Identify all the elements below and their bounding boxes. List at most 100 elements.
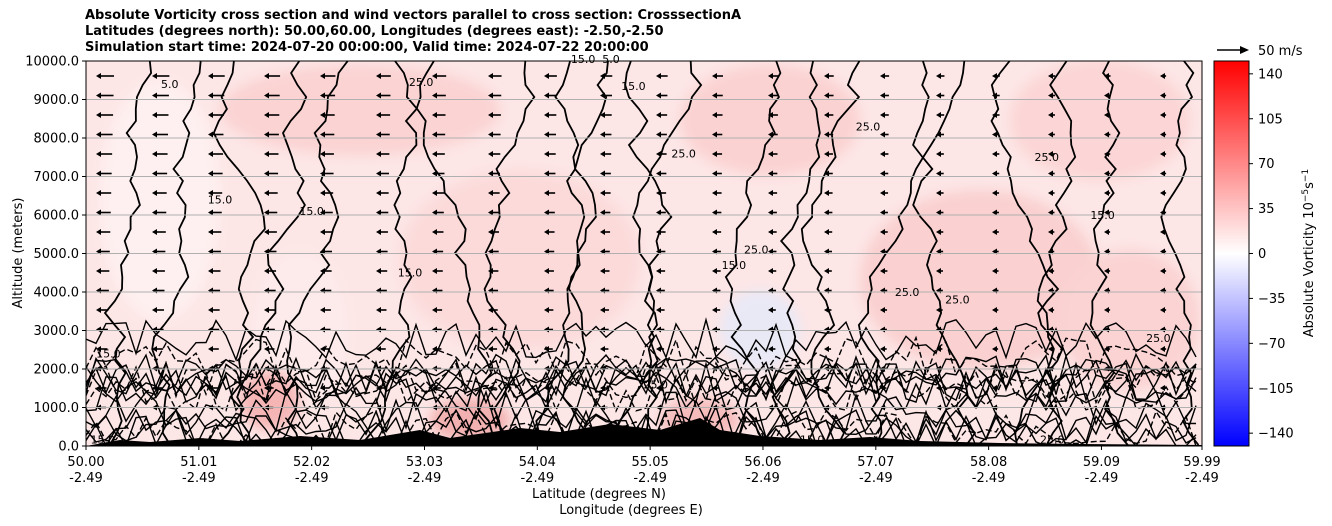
y-tick-label: 6000.0 — [34, 209, 80, 224]
wind-vector — [208, 385, 218, 391]
wind-vector — [656, 209, 666, 216]
wind-vector — [264, 229, 277, 235]
wind-vector — [432, 73, 447, 79]
colorbar-tick-label: −105 — [1258, 382, 1294, 397]
wind-vector — [208, 151, 224, 157]
wind-vector — [880, 112, 889, 118]
wind-vector — [264, 209, 278, 216]
wind-vector — [152, 307, 165, 313]
wind-vector — [712, 170, 722, 177]
wind-vector — [208, 209, 222, 216]
wind-vector — [264, 131, 279, 138]
wind-vector — [936, 307, 943, 313]
chart-title: Absolute Vorticity cross section and win… — [85, 8, 741, 56]
wind-vector — [936, 131, 945, 138]
wind-vector — [152, 170, 168, 177]
wind-vector — [376, 131, 390, 138]
wind-vector — [1160, 170, 1167, 177]
wind-vector — [600, 268, 610, 274]
wind-vector — [1160, 151, 1167, 157]
wind-vector — [600, 131, 612, 138]
wind-vector — [152, 131, 169, 138]
contour-label: 5.0 — [602, 53, 620, 66]
quiver-key-label: 50 m/s — [1258, 44, 1303, 59]
wind-vector — [152, 385, 163, 391]
wind-vector — [208, 92, 225, 99]
y-tick-label: 2000.0 — [34, 363, 80, 378]
wind-vector — [656, 92, 668, 99]
colorbar-tick-label: 105 — [1258, 112, 1283, 127]
y-tick-label: 4000.0 — [34, 286, 80, 301]
wind-vector — [1160, 73, 1167, 79]
wind-vector — [936, 229, 944, 235]
wind-vector — [1104, 346, 1111, 352]
x-tick-label-lat: 50.00 — [67, 455, 104, 470]
y-axis: 0.0 1000.0 2000.0 3000.0 4000.0 5000.0 6000.0 7… — [25, 55, 86, 455]
wind-vector — [656, 73, 668, 79]
wind-vector — [1048, 73, 1056, 79]
wind-vector — [208, 112, 224, 118]
wind-vector — [992, 131, 1000, 138]
wind-vector — [376, 209, 389, 216]
wind-vector — [768, 268, 777, 274]
wind-vector — [96, 131, 113, 138]
wind-vector — [656, 112, 668, 118]
wind-vector — [432, 209, 444, 216]
wind-vector — [488, 112, 501, 118]
wind-vector — [432, 151, 445, 157]
wind-vector — [264, 346, 275, 352]
contour-label: 15.0 — [299, 205, 324, 218]
contour-label: 15.0 — [1090, 209, 1115, 222]
wind-vector — [432, 346, 442, 352]
wind-vector — [712, 151, 723, 157]
wind-vector — [376, 190, 389, 196]
wind-vector — [488, 229, 499, 235]
wind-vector — [488, 131, 501, 138]
wind-vector — [880, 190, 889, 196]
colorbar-tick-label: −70 — [1258, 337, 1285, 352]
wind-vector — [880, 229, 888, 235]
x-tick-label-lon: -2.49 — [859, 471, 893, 486]
wind-vector — [208, 73, 225, 79]
wind-vector — [768, 151, 778, 157]
x-tick-label-lat: 53.03 — [406, 455, 443, 470]
wind-vector — [768, 346, 776, 352]
x-tick-label-lon: -2.49 — [295, 471, 329, 486]
contour-label: 25.0 — [1034, 151, 1059, 164]
wind-vector — [880, 131, 889, 138]
wind-vector — [264, 92, 280, 99]
wind-vector — [768, 170, 778, 177]
wind-vector — [992, 190, 1000, 196]
wind-vector — [96, 73, 114, 79]
colorbar-tick-label: −140 — [1258, 427, 1294, 442]
wind-vector — [1160, 385, 1167, 391]
wind-vector — [1048, 307, 1055, 313]
x-tick-label-lat: 55.05 — [632, 455, 669, 470]
wind-vector — [824, 268, 832, 274]
contour-label: 15.0 — [800, 434, 825, 447]
wind-vector — [768, 190, 778, 196]
wind-vector — [1104, 151, 1111, 157]
wind-vector — [208, 307, 220, 313]
y-tick-label: 0.0 — [58, 440, 79, 455]
wind-vector — [712, 346, 720, 352]
y-tick-label: 1000.0 — [34, 401, 80, 416]
wind-vector — [432, 385, 441, 391]
x-tick-label-lat: 56.06 — [744, 455, 781, 470]
wind-vector — [1160, 346, 1167, 352]
wind-vector — [432, 307, 443, 313]
wind-vector — [264, 73, 281, 79]
colorbar-tick-label: 35 — [1258, 202, 1275, 217]
terrain-mask — [86, 418, 1202, 446]
wind-vector — [1048, 268, 1055, 274]
wind-vector — [320, 385, 330, 391]
y-tick-label: 9000.0 — [34, 93, 80, 108]
wind-vector — [656, 170, 667, 177]
wind-vector — [488, 385, 497, 391]
wind-vector — [544, 229, 555, 235]
contour-labels: 15.0 5.0 25.0 15.0 25.0 15.0 15.0 25.0 25.0 25.0 1… — [91, 53, 1171, 447]
wind-vector — [96, 346, 108, 352]
wind-vector — [1048, 170, 1055, 177]
wind-vector — [96, 112, 114, 118]
x-tick-label-lon: -2.49 — [69, 471, 103, 486]
